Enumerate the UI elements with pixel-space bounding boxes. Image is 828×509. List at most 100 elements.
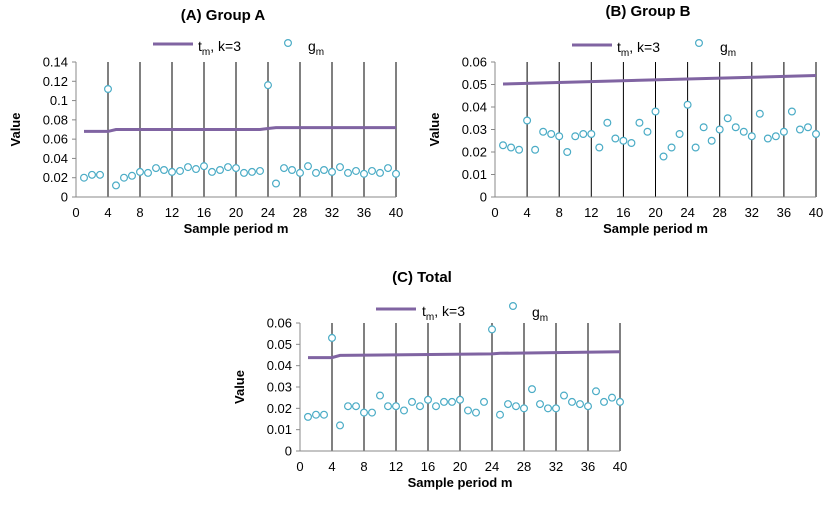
y-tick-label: 0.05 [462,77,487,92]
x-tick-label: 40 [389,205,403,220]
x-tick-label: 40 [613,459,627,474]
data-point-g-m [264,81,273,90]
data-point-g-m [288,166,297,175]
data-point-g-m [312,410,321,419]
x-tick-label: 20 [648,205,662,220]
y-tick-label: 0.06 [462,55,487,70]
data-point-g-m [591,387,600,396]
data-point-g-m [519,404,528,413]
data-point-g-m [579,130,588,139]
x-tick-label: 32 [549,459,563,474]
x-axis-title: Sample period m [408,475,513,490]
x-tick-label: 24 [261,205,275,220]
data-point-g-m [456,395,465,404]
legend-marker-swatch [509,302,518,311]
data-point-g-m [504,400,513,409]
data-point-g-m [571,132,580,141]
data-point-g-m [543,404,552,413]
y-tick-label: 0.14 [43,55,68,70]
x-tick-label: 16 [197,205,211,220]
chart-panel-b: (B) Group B 0 0.01 0.02 0.03 0.04 0.05 0.06 0 4 8 1… [427,3,823,236]
data-point-g-m [511,402,520,411]
data-point-g-m [368,408,377,417]
x-tick-label: 12 [165,205,179,220]
x-tick-label: 0 [72,205,79,220]
x-tick-label: 12 [584,205,598,220]
data-point-g-m [643,127,652,136]
legend-label-t-m: tm, k=3 [198,38,241,58]
x-tick-label: 36 [777,205,791,220]
y-tick-label: 0.02 [43,170,68,185]
data-point-g-m [480,397,489,406]
data-point-g-m [488,325,497,334]
data-point-g-m [507,143,516,152]
chart-panel-c: (C) Total 0 0.01 0.02 0.03 0.04 0.05 0.06 0 4 8 12 1… [232,269,627,490]
data-point-g-m [583,402,592,411]
data-point-g-m [599,397,608,406]
data-point-g-m [256,166,265,175]
data-point-g-m [619,136,628,145]
data-point-g-m [208,167,217,176]
x-tick-label: 20 [453,459,467,474]
y-tick-label: 0.08 [43,112,68,127]
y-axis-title: Value [427,113,442,147]
data-point-g-m [563,148,572,157]
x-tick-label: 8 [556,205,563,220]
data-point-g-m [551,404,560,413]
data-point-g-m [336,421,345,430]
data-point-g-m [352,166,361,175]
data-point-g-m [336,163,345,172]
legend-label-g-m: gm [532,304,548,324]
data-point-g-m [168,167,177,176]
x-tick-label: 32 [745,205,759,220]
data-point-g-m [432,402,441,411]
data-point-g-m [192,165,201,174]
data-point-g-m [360,408,369,417]
data-point-g-m [176,166,185,175]
data-point-g-m [248,167,257,176]
data-point-g-m [312,168,321,177]
chart-title: (C) Total [392,269,452,286]
x-tick-label: 4 [523,205,530,220]
x-tick-label: 36 [581,459,595,474]
data-point-g-m [160,166,169,175]
data-point-g-m [787,107,796,116]
y-axis-title: Value [232,370,247,404]
data-point-g-m [328,333,337,342]
data-point-g-m [344,168,353,177]
data-point-g-m [240,168,249,177]
data-point-g-m [111,181,120,190]
y-tick-label: 0.06 [43,132,68,147]
y-tick-label: 0.02 [462,145,487,160]
data-point-g-m [103,84,112,93]
x-tick-label: 28 [517,459,531,474]
data-point-g-m [95,170,104,179]
data-point-g-m [224,163,233,172]
y-tick-label: 0.02 [267,401,292,416]
data-point-g-m [344,402,353,411]
data-point-g-m [535,400,544,409]
legend-label-g-m: gm [308,38,324,58]
x-axis-title: Sample period m [603,221,708,236]
y-tick-label: 0 [480,190,487,205]
data-point-g-m [763,134,772,143]
x-tick-label: 12 [389,459,403,474]
series-line-t-m [84,126,396,133]
data-point-g-m [376,168,385,177]
data-point-g-m [320,166,329,175]
legend-label-g-m: gm [720,39,736,59]
y-tick-label: 0.12 [43,74,68,89]
data-point-g-m [400,406,409,415]
data-point-g-m [376,391,385,400]
data-point-g-m [296,168,305,177]
data-point-g-m [559,391,568,400]
data-point-g-m [464,406,473,415]
data-point-g-m [272,179,281,188]
y-tick-label: 0.03 [267,380,292,395]
data-point-g-m [795,125,804,134]
x-tick-label: 28 [712,205,726,220]
data-point-g-m [119,173,128,182]
data-point-g-m [675,130,684,139]
x-axis-title: Sample period m [184,221,289,236]
data-point-g-m [152,164,161,173]
